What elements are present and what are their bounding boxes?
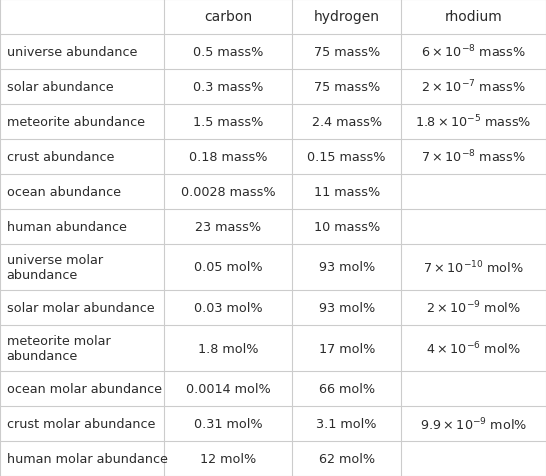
Text: crust abundance: crust abundance (7, 150, 114, 163)
Text: 75 mass%: 75 mass% (313, 46, 380, 59)
Text: 11 mass%: 11 mass% (313, 185, 380, 198)
Text: ocean molar abundance: ocean molar abundance (7, 382, 162, 395)
Text: 0.18 mass%: 0.18 mass% (189, 150, 267, 163)
Text: $6\times10^{-8}$ mass%: $6\times10^{-8}$ mass% (422, 44, 526, 60)
Text: 1.8 mol%: 1.8 mol% (198, 342, 258, 355)
Text: hydrogen: hydrogen (314, 10, 379, 24)
Text: 75 mass%: 75 mass% (313, 81, 380, 94)
Text: $4\times10^{-6}$ mol%: $4\times10^{-6}$ mol% (426, 340, 521, 357)
Text: 62 mol%: 62 mol% (319, 452, 375, 465)
Text: crust molar abundance: crust molar abundance (7, 417, 155, 430)
Text: human molar abundance: human molar abundance (7, 452, 168, 465)
Text: 3.1 mol%: 3.1 mol% (317, 417, 377, 430)
Text: rhodium: rhodium (445, 10, 502, 24)
Text: human abundance: human abundance (7, 220, 127, 233)
Text: 23 mass%: 23 mass% (195, 220, 261, 233)
Text: meteorite molar
abundance: meteorite molar abundance (7, 334, 110, 362)
Text: universe molar
abundance: universe molar abundance (7, 253, 103, 281)
Text: 10 mass%: 10 mass% (313, 220, 380, 233)
Text: 0.03 mol%: 0.03 mol% (194, 301, 262, 314)
Text: 0.5 mass%: 0.5 mass% (193, 46, 263, 59)
Text: $7\times10^{-10}$ mol%: $7\times10^{-10}$ mol% (423, 259, 524, 276)
Text: $9.9\times10^{-9}$ mol%: $9.9\times10^{-9}$ mol% (420, 416, 527, 432)
Text: 0.31 mol%: 0.31 mol% (194, 417, 262, 430)
Text: 0.0028 mass%: 0.0028 mass% (181, 185, 275, 198)
Text: carbon: carbon (204, 10, 252, 24)
Text: 0.0014 mol%: 0.0014 mol% (186, 382, 270, 395)
Text: $7\times10^{-8}$ mass%: $7\times10^{-8}$ mass% (422, 149, 526, 165)
Text: 0.05 mol%: 0.05 mol% (194, 261, 262, 274)
Text: 17 mol%: 17 mol% (318, 342, 375, 355)
Text: 66 mol%: 66 mol% (319, 382, 375, 395)
Text: universe abundance: universe abundance (7, 46, 137, 59)
Text: solar molar abundance: solar molar abundance (7, 301, 154, 314)
Text: 0.15 mass%: 0.15 mass% (307, 150, 386, 163)
Text: 93 mol%: 93 mol% (318, 261, 375, 274)
Text: 93 mol%: 93 mol% (318, 301, 375, 314)
Text: 2.4 mass%: 2.4 mass% (312, 116, 382, 129)
Text: 0.3 mass%: 0.3 mass% (193, 81, 263, 94)
Text: solar abundance: solar abundance (7, 81, 113, 94)
Text: $2\times10^{-7}$ mass%: $2\times10^{-7}$ mass% (422, 79, 526, 96)
Text: 12 mol%: 12 mol% (200, 452, 256, 465)
Text: $2\times10^{-9}$ mol%: $2\times10^{-9}$ mol% (426, 299, 521, 316)
Text: 1.5 mass%: 1.5 mass% (193, 116, 263, 129)
Text: $1.8\times10^{-5}$ mass%: $1.8\times10^{-5}$ mass% (416, 114, 532, 130)
Text: ocean abundance: ocean abundance (7, 185, 121, 198)
Text: meteorite abundance: meteorite abundance (7, 116, 145, 129)
